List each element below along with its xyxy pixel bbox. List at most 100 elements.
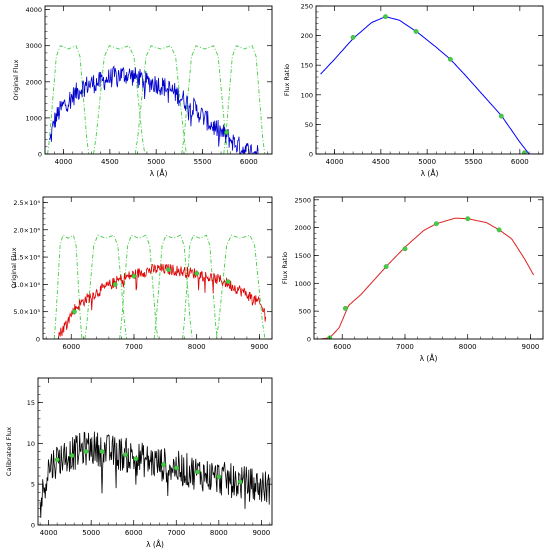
x-tick-label: 4500 [372, 158, 390, 166]
x-axis-label: λ (Å) [150, 169, 168, 178]
x-tick-label: 6000 [125, 529, 143, 537]
x-tick-label: 7000 [125, 343, 143, 351]
y-tick-label: 2000 [25, 78, 42, 86]
x-tick-label: 5000 [147, 158, 165, 166]
x-tick-label: 7000 [167, 529, 185, 537]
x-tick-label: 5500 [194, 158, 212, 166]
y-tick-label: 1.0×10⁴ [13, 281, 40, 289]
data-marker [83, 449, 89, 454]
y-tick-label: 100 [301, 91, 313, 99]
ratio-curve-0 [320, 217, 535, 339]
data-marker [350, 34, 356, 40]
plot-area [320, 14, 543, 154]
y-tick-label: 1500 [294, 252, 311, 260]
y-tick-label: 2500 [294, 196, 311, 204]
x-tick-label: 5500 [465, 158, 483, 166]
y-tick-label: 0 [36, 336, 40, 344]
y-axis-label: Original Flux [12, 59, 20, 100]
y-tick-label: 1.5×10⁴ [13, 254, 40, 262]
data-marker [161, 462, 166, 467]
y-tick-label: 2000 [294, 224, 311, 232]
y-axis-label: Original Flux [10, 247, 18, 288]
filter-curve-4 [223, 45, 266, 154]
data-marker [342, 305, 348, 311]
x-tick-label: 9000 [522, 343, 540, 351]
plot-area [47, 45, 266, 154]
y-tick-label: 0 [307, 336, 311, 344]
filter-curve-5 [215, 234, 266, 339]
data-marker [173, 465, 179, 471]
plot-frame [315, 5, 544, 155]
data-marker [71, 309, 77, 315]
y-tick-label: 200 [301, 32, 313, 40]
y-tick-label: 0 [31, 522, 35, 530]
filter-curve-2 [119, 234, 159, 339]
data-marker [195, 469, 200, 475]
data-marker [69, 453, 75, 458]
filter-curve-1 [84, 234, 128, 339]
plot-frame [313, 196, 544, 340]
filter-curve-1 [93, 45, 146, 154]
data-marker [413, 29, 419, 34]
y-tick-label: 2.5×10⁴ [13, 199, 40, 207]
y-tick-label: 0 [309, 151, 313, 159]
data-marker [402, 246, 408, 252]
y-axis-label: Flux Ratio [281, 252, 289, 284]
data-marker [133, 456, 139, 462]
x-tick-label: 6000 [333, 343, 351, 351]
spectrum-line-0 [49, 65, 259, 154]
x-tick-label: 7000 [396, 343, 414, 351]
data-marker [166, 267, 171, 273]
panel-top-left: 4000 4500 5000 5500 6000 0 1000 2000 3000 4000 λ (… [12, 5, 273, 178]
y-tick-label: 5 [31, 481, 35, 489]
panel-bottom-left: 4000 5000 6000 7000 8000 9000 0 5 10 15 λ (Å) Calib… [5, 377, 273, 549]
x-tick-label: 8000 [459, 343, 477, 351]
data-marker [216, 474, 222, 480]
x-tick-label: 9000 [251, 343, 269, 351]
data-marker [433, 221, 439, 227]
data-marker [194, 271, 200, 276]
filter-curve-2 [134, 45, 187, 154]
y-tick-label: 3000 [25, 42, 42, 50]
x-tick-label: 4000 [55, 158, 73, 166]
y-tick-label: 1000 [294, 280, 311, 288]
x-tick-label: 8000 [210, 529, 228, 537]
plot-frame [44, 5, 273, 155]
data-marker [122, 452, 128, 458]
y-tick-label: 0 [38, 151, 42, 159]
y-tick-label: 50 [305, 121, 313, 129]
y-tick-label: 500 [299, 308, 311, 316]
data-marker [383, 14, 388, 20]
ratio-curve-0 [320, 16, 543, 154]
spectrum-line-0 [39, 431, 271, 518]
data-marker [237, 479, 243, 485]
x-tick-label: 4000 [326, 158, 344, 166]
plot-area [320, 216, 535, 339]
filter-curve-3 [153, 234, 193, 339]
data-marker [131, 273, 137, 279]
filter-curve-4 [182, 234, 218, 339]
y-axis-label: Flux Ratio [283, 64, 291, 96]
y-axis-label: Calibrated Flux [5, 427, 13, 476]
filter-curve-0 [53, 234, 83, 339]
y-tick-label: 2.0×10⁴ [13, 226, 40, 234]
panel-top-right: 4000 4500 5000 5500 6000 0 50 100 150 200 250 λ (Å)… [283, 3, 544, 178]
data-marker [522, 150, 527, 154]
plot-area [39, 431, 271, 518]
x-tick-label: 9000 [252, 529, 270, 537]
y-tick-label: 10 [27, 440, 35, 448]
x-tick-label: 4500 [101, 158, 119, 166]
data-marker [112, 281, 118, 287]
x-tick-label: 5000 [82, 529, 100, 537]
y-tick-label: 150 [301, 62, 313, 70]
data-marker [447, 56, 453, 62]
x-axis-label: λ (Å) [421, 169, 439, 178]
x-axis-label: λ (Å) [420, 354, 438, 363]
data-marker [383, 264, 389, 270]
data-marker [224, 129, 230, 135]
filter-curve-0 [47, 45, 90, 154]
data-marker [225, 279, 231, 285]
x-tick-label: 6000 [240, 158, 258, 166]
x-axis-label: λ (Å) [146, 540, 164, 549]
y-tick-label: 250 [301, 3, 313, 11]
